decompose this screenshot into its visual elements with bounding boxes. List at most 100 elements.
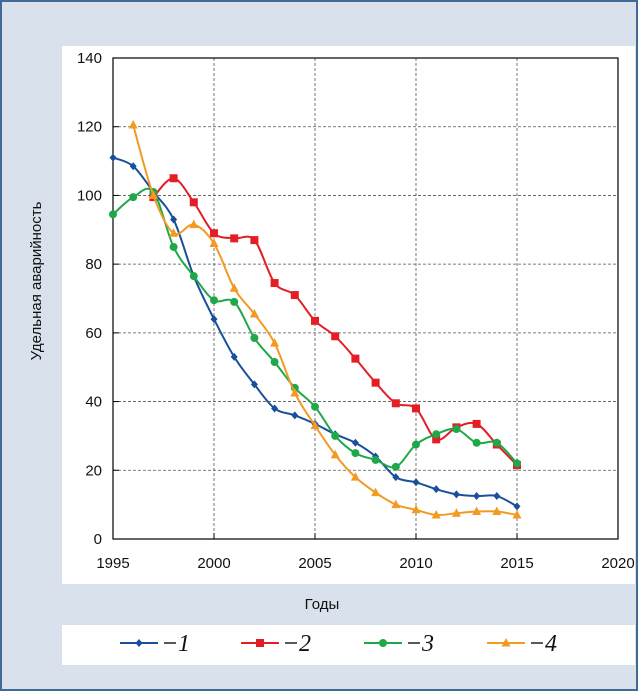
data-point-3 [189, 272, 198, 281]
data-point-1 [109, 153, 117, 162]
data-point-4 [350, 472, 360, 481]
y-tick-label: 0 [94, 531, 102, 548]
data-point-3 [391, 462, 400, 471]
legend-item-4: 4 [487, 631, 557, 657]
data-point-3 [472, 438, 481, 447]
data-point-2 [250, 236, 259, 245]
data-point-1 [513, 502, 521, 511]
data-point-1 [170, 215, 178, 224]
x-axis-title: Годы [305, 596, 340, 613]
y-axis-ticks: 0 20 40 60 80 100 120 140 [77, 50, 119, 548]
y-tick-label: 20 [85, 462, 102, 479]
legend-item-3: 3 [364, 631, 434, 657]
data-point-4 [169, 228, 179, 237]
x-tick-label: 1995 [96, 555, 129, 572]
data-point-4 [128, 119, 138, 129]
data-point-3 [270, 358, 279, 367]
data-point-1 [493, 492, 501, 501]
plot-border [112, 57, 619, 540]
data-point-2 [270, 279, 279, 288]
x-tick-label: 2020 [601, 555, 634, 572]
data-point-3 [109, 210, 117, 219]
grid [113, 58, 618, 539]
legend-item-2: 2 [241, 631, 311, 657]
data-point-1 [412, 478, 420, 487]
x-axis-ticks: 1995 2000 2005 2010 2015 2020 [96, 533, 635, 572]
data-point-1 [291, 411, 299, 420]
legend [62, 625, 635, 665]
legend-marker-3 [379, 639, 387, 647]
y-axis-title: Удельная аварийность [28, 201, 45, 360]
data-point-2 [412, 404, 420, 413]
data-point-3 [169, 242, 178, 251]
data-point-2 [432, 435, 441, 444]
y-tick-label: 140 [77, 50, 102, 67]
data-point-1 [351, 438, 359, 447]
data-point-2 [311, 316, 319, 325]
legend-label: 3 [421, 631, 434, 657]
series-4 [128, 119, 522, 519]
data-point-4 [249, 308, 259, 318]
data-point-1 [210, 315, 218, 324]
series-2 [149, 174, 521, 470]
data-point-1 [473, 492, 481, 501]
data-point-4 [330, 449, 340, 459]
data-point-4 [371, 487, 381, 497]
legend-label: 1 [178, 631, 190, 657]
data-point-1 [271, 404, 279, 413]
series-layer [109, 119, 522, 519]
data-point-4 [431, 509, 441, 519]
plot-area [62, 46, 635, 584]
data-point-1 [392, 473, 400, 482]
data-point-2 [472, 419, 481, 428]
legend-item-1: 1 [120, 631, 190, 657]
data-point-3 [432, 430, 441, 439]
legend-label: 4 [545, 631, 557, 657]
y-tick-label: 40 [85, 394, 102, 411]
data-point-1 [129, 162, 137, 171]
data-point-3 [250, 334, 259, 343]
y-tick-label: 60 [85, 325, 102, 342]
data-point-4 [270, 338, 280, 347]
data-point-3 [371, 455, 380, 464]
data-point-3 [412, 440, 420, 449]
data-point-1 [452, 490, 460, 499]
y-tick-label: 120 [77, 119, 102, 136]
data-point-2 [351, 354, 360, 363]
series-3 [109, 187, 521, 471]
data-point-3 [492, 438, 501, 447]
data-point-3 [230, 297, 239, 306]
legend-marker-2 [256, 639, 264, 647]
data-point-4 [148, 190, 158, 199]
data-point-3 [311, 402, 319, 411]
data-point-3 [331, 431, 340, 440]
x-tick-label: 2010 [399, 555, 432, 572]
legend-label: 2 [299, 631, 311, 657]
data-point-3 [351, 449, 360, 458]
data-point-3 [129, 193, 138, 202]
data-point-4 [451, 508, 461, 517]
data-point-1 [230, 352, 238, 361]
data-point-2 [210, 229, 218, 238]
x-tick-label: 2015 [500, 555, 533, 572]
data-point-2 [169, 174, 178, 183]
data-point-4 [492, 506, 502, 516]
x-tick-label: 2000 [197, 555, 230, 572]
data-point-2 [371, 378, 380, 387]
data-point-3 [513, 459, 521, 468]
data-point-2 [391, 399, 400, 408]
data-point-4 [209, 238, 219, 248]
series-1 [109, 153, 521, 511]
legend-items: 1 2 3 4 [120, 631, 557, 657]
data-point-4 [229, 283, 239, 292]
data-point-2 [331, 332, 340, 341]
data-point-1 [250, 380, 258, 389]
data-point-2 [290, 291, 299, 300]
data-point-3 [452, 425, 461, 434]
series-line-2 [152, 177, 518, 466]
data-point-4 [189, 219, 199, 229]
data-point-2 [230, 234, 239, 243]
data-point-4 [512, 509, 522, 519]
data-point-4 [411, 504, 421, 514]
